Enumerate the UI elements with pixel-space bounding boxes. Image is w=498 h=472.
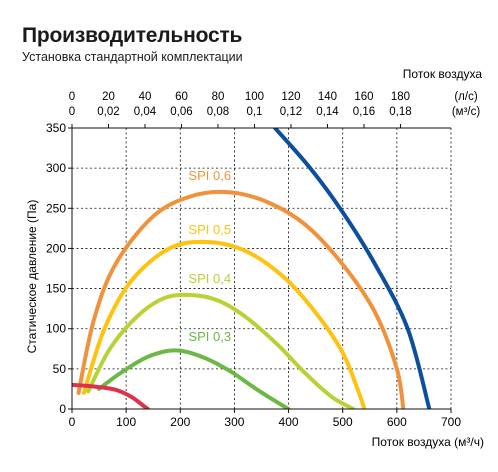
series-line-3 <box>97 348 291 409</box>
top-tick-label-m3s: 0,14 <box>316 106 339 118</box>
x-tick-label: 0 <box>69 415 76 429</box>
series-line-2 <box>86 292 356 409</box>
series-line-1 <box>81 239 367 409</box>
top-tick-label-ls: 60 <box>175 91 188 103</box>
series-line-4 <box>72 382 150 409</box>
y-tick-label: 300 <box>46 161 66 175</box>
y-tick-label: 250 <box>46 201 66 215</box>
top-tick-label-m3s: 0,06 <box>170 106 192 118</box>
top-tick-label-ls: 20 <box>102 91 115 103</box>
series-annotation: SPI 0,5 <box>188 222 231 237</box>
y-tick-label: 200 <box>46 241 66 255</box>
x-tick-label: 300 <box>224 415 244 429</box>
top-tick-label-m3s: 0,12 <box>280 106 302 118</box>
series-annotation: SPI 0,4 <box>188 271 231 286</box>
top-tick-label-m3s: 0,04 <box>134 106 157 118</box>
chart-title: Производительность <box>22 24 243 47</box>
x-tick-label: 500 <box>333 415 353 429</box>
top-tick-label-ls: 120 <box>281 91 300 103</box>
top-axis-unit-ls: (л/с) <box>454 91 477 103</box>
top-tick-label-ls: 0 <box>69 91 75 103</box>
series-layer <box>72 128 432 409</box>
y-tick-label: 350 <box>46 121 66 135</box>
x-tick-label: 400 <box>279 415 299 429</box>
x-tick-label: 700 <box>441 415 461 429</box>
top-tick-label-m3s: 0,18 <box>389 106 411 118</box>
top-tick-label-ls: 80 <box>212 91 225 103</box>
y-axis-title: Статическое давление (Па) <box>25 200 39 354</box>
top-tick-label-ls: 160 <box>354 91 373 103</box>
x-tick-label: 600 <box>387 415 407 429</box>
y-tick-label: 50 <box>53 362 67 376</box>
top-tick-label-m3s: 0,1 <box>246 106 262 118</box>
x-tick-label: 100 <box>116 415 136 429</box>
series-line-0 <box>76 189 406 409</box>
series-annotation: SPI 0,3 <box>188 329 231 344</box>
x-tick-label: 200 <box>170 415 190 429</box>
top-axis-unit-m3s: (м³/с) <box>452 106 481 118</box>
y-tick-label: 100 <box>46 322 66 336</box>
y-tick-label: 0 <box>59 402 66 416</box>
y-tick-label: 150 <box>46 282 66 296</box>
top-tick-label-ls: 180 <box>391 91 410 103</box>
top-tick-label-m3s: 0,16 <box>353 106 375 118</box>
x-axis-title: Поток воздуха (м³/ч) <box>372 435 484 449</box>
top-tick-label-ls: 40 <box>139 91 152 103</box>
series-line-5 <box>273 128 432 409</box>
labels-layer: 0 100 200 300 400 500 600 700050100150200250300… <box>25 67 484 449</box>
top-tick-label-m3s: 0,08 <box>207 106 229 118</box>
series-annotation: SPI 0,6 <box>188 168 231 183</box>
top-axis-label: Поток воздуха <box>403 67 483 81</box>
top-tick-label-ls: 100 <box>245 91 264 103</box>
chart-subtitle: Установка стандартной комплектации <box>22 50 243 64</box>
top-tick-label-ls: 140 <box>318 91 337 103</box>
top-tick-label-m3s: 0,02 <box>97 106 119 118</box>
top-tick-label-m3s: 0 <box>69 106 75 118</box>
axes-layer <box>68 124 452 413</box>
